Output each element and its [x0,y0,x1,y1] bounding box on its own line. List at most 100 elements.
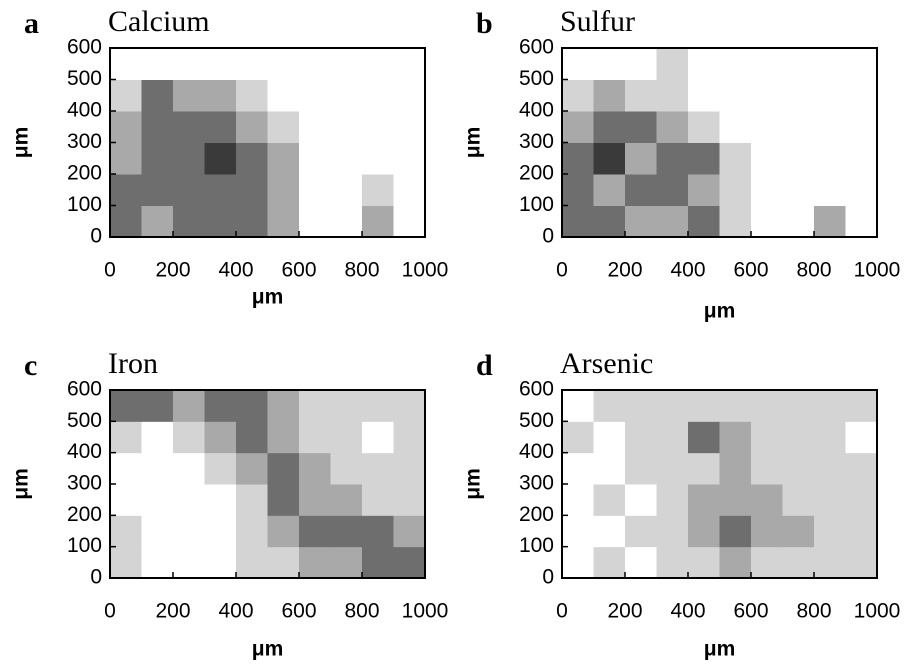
contour-cell [562,515,594,548]
contour-cell [751,515,783,548]
contour-cell [267,421,300,454]
contour-cell [299,205,331,238]
y-tick-label: 200 [67,162,102,185]
contour-cell [593,515,626,548]
contour-cell [719,48,752,80]
contour-cell [393,174,426,206]
contour-cell [267,111,300,143]
contour-cell [110,546,142,579]
contour-cell [719,390,752,422]
contour-cell [845,48,878,80]
contour-cell [782,111,815,143]
contour-cell [267,452,300,485]
contour-cell [656,421,689,454]
contour-cell [845,421,878,454]
contour-cell [267,484,300,516]
contour-cell [625,174,657,206]
contour-cell [782,205,815,238]
contour-cell [593,205,626,238]
contour-cell [267,546,300,579]
contour-cell [141,484,174,516]
contour-cell [362,111,394,143]
y-tick-label: 0 [90,225,102,248]
y-tick-label: 300 [67,472,102,495]
y-tick-label: 600 [67,378,102,401]
y-tick-label: 600 [519,36,554,59]
contour-cell [656,48,689,80]
contour-cell [330,79,363,112]
contour-cell [593,142,626,175]
contour-cell [330,421,363,454]
contour-cell [362,79,394,112]
contour-cell [562,48,594,80]
contour-cell [656,515,689,548]
panel-letter: c [24,349,37,382]
contour-cell [330,48,363,80]
contour-cell [593,484,626,516]
y-tick-label: 100 [519,534,554,557]
contour-cell [141,515,174,548]
contour-cell [688,515,720,548]
contour-cell [845,390,878,422]
contour-cell [625,515,657,548]
contour-cell [110,515,142,548]
contour-cell [782,48,815,80]
x-tick-label: 200 [607,259,642,282]
y-axis-label: μm [10,127,33,159]
x-tick-label: 200 [155,600,190,623]
contour-cell [236,79,268,112]
contour-cell [362,174,394,206]
contour-cell [362,390,394,422]
contour-cell [330,452,363,485]
x-tick-label: 400 [670,259,705,282]
contour-cell [688,205,720,238]
contour-cell [204,142,237,175]
contour-cell [204,452,237,485]
contour-cell [236,142,268,175]
contour-cell [562,111,594,143]
contour-cell [110,390,142,422]
contour-cell [204,390,237,422]
contour-cell [688,79,720,112]
contour-cell [751,79,783,112]
contour-cell [362,484,394,516]
contour-cell [299,421,331,454]
contour-cell [236,174,268,206]
x-tick-label: 800 [796,600,831,623]
contour-cell [110,174,142,206]
contour-cell [814,48,846,80]
contour-cell [593,79,626,112]
contour-cell [719,79,752,112]
y-tick-label: 100 [67,534,102,557]
y-axis-label: μm [462,127,485,159]
contour-cell [688,111,720,143]
contour-cell [393,205,426,238]
contour-cell [656,79,689,112]
contour-cell [141,48,174,80]
contour-cell [173,452,205,485]
y-tick-label: 0 [90,566,102,589]
contour-cell [141,142,174,175]
contour-cell [110,142,142,175]
contour-cell [845,546,878,579]
contour-cell [393,79,426,112]
contour-cell [141,546,174,579]
contour-cell [173,546,205,579]
contour-cell [656,452,689,485]
contour-cell [236,452,268,485]
contour-cell [173,48,205,80]
contour-cell [751,111,783,143]
contour-cell [656,205,689,238]
contour-cell [719,205,752,238]
contour-cell [330,390,363,422]
contour-cell [688,546,720,579]
contour-cell [782,515,815,548]
contour-cell [173,79,205,112]
contour-cell [362,546,394,579]
x-tick-label: 0 [556,600,568,623]
contour-cell [688,484,720,516]
contour-cell [330,174,363,206]
contour-cell [204,546,237,579]
x-tick-label: 200 [155,259,190,282]
contour-cell [814,111,846,143]
